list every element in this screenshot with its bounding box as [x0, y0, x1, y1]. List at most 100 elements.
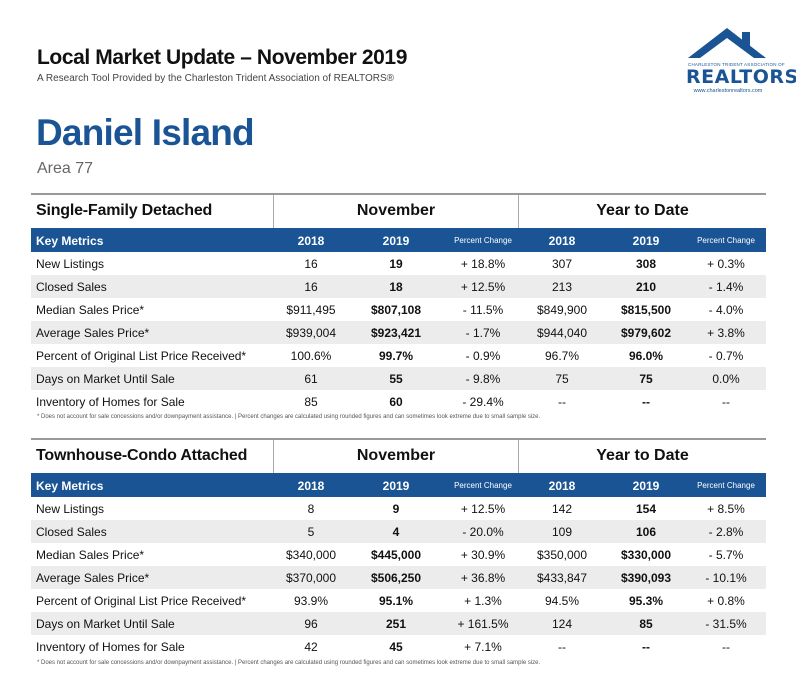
month-2018-value: 42 — [304, 640, 318, 654]
divider — [518, 440, 519, 473]
year-2019-header: 2019 — [382, 234, 410, 248]
year-2018-header: 2018 — [548, 234, 576, 248]
ytd-group-header: Year to Date — [596, 202, 689, 219]
year-2018-header: 2018 — [548, 479, 576, 493]
month-2019-value: $506,250 — [370, 571, 422, 585]
ytd-2019-value: 85 — [639, 617, 653, 631]
month-percent-change: + 12.5% — [460, 502, 506, 516]
column-header-bar: Key Metrics 2018 2019 Percent Change 201… — [31, 228, 766, 252]
month-2019-value: 99.7% — [378, 349, 414, 363]
realtors-logo: CHARLESTON TRIDENT ASSOCIATION OF REALTO… — [684, 24, 796, 100]
ytd-2019-value: 75 — [639, 372, 653, 386]
ytd-percent-change: + 0.3% — [707, 257, 745, 271]
month-2019-value: 95.1% — [378, 594, 414, 608]
month-2018-value: 16 — [304, 257, 318, 271]
section-single-family: Single-Family Detached November Year to … — [31, 193, 766, 413]
ytd-2019-value: $390,093 — [620, 571, 672, 585]
ytd-2018-value: $944,040 — [536, 326, 588, 340]
month-2019-value: $923,421 — [370, 326, 422, 340]
section-townhouse-condo: Townhouse-Condo Attached November Year t… — [31, 438, 766, 658]
section-header: Townhouse-Condo Attached November Year t… — [31, 438, 766, 473]
ytd-percent-change: - 10.1% — [705, 571, 747, 585]
month-percent-change: + 12.5% — [460, 280, 506, 294]
month-2018-value: $340,000 — [285, 548, 337, 562]
month-percent-change: - 29.4% — [462, 395, 504, 409]
section-title: Townhouse-Condo Attached — [36, 447, 248, 464]
month-2018-value: 16 — [304, 280, 318, 294]
table-row: Closed Sales 5 4 - 20.0% 109 106 - 2.8% — [31, 520, 766, 543]
month-2019-value: 251 — [385, 617, 407, 631]
percent-change-header: Percent Change — [697, 481, 755, 490]
divider — [273, 440, 274, 473]
metric-label: Percent of Original List Price Received* — [36, 594, 247, 608]
ytd-2019-value: $330,000 — [620, 548, 672, 562]
month-2019-value: 19 — [389, 257, 403, 271]
month-percent-change: - 9.8% — [465, 372, 501, 386]
ytd-2018-value: 307 — [551, 257, 573, 271]
table-row: Median Sales Price* $911,495 $807,108 - 11.… — [31, 298, 766, 321]
month-2018-value: 85 — [304, 395, 318, 409]
percent-change-header: Percent Change — [454, 481, 512, 490]
ytd-2018-value: $350,000 — [536, 548, 588, 562]
ytd-percent-change: - 0.7% — [708, 349, 744, 363]
table-row: New Listings 8 9 + 12.5% 142 154 + 8.5% — [31, 497, 766, 520]
month-2018-value: 100.6% — [290, 349, 332, 363]
metric-label: Closed Sales — [36, 525, 107, 539]
page-title: Local Market Update – November 2019 — [37, 46, 407, 69]
column-header-bar: Key Metrics 2018 2019 Percent Change 201… — [31, 473, 766, 497]
metric-label: Inventory of Homes for Sale — [36, 395, 185, 409]
ytd-2018-value: 75 — [555, 372, 569, 386]
table-row: New Listings 16 19 + 18.8% 307 308 + 0.3% — [31, 252, 766, 275]
metrics-table-body: New Listings 8 9 + 12.5% 142 154 + 8.5% Closed … — [31, 497, 766, 658]
table-row: Inventory of Homes for Sale 85 60 - 29.4% --… — [31, 390, 766, 413]
ytd-2019-value: -- — [642, 640, 650, 654]
page-subtitle: A Research Tool Provided by the Charlest… — [37, 73, 394, 84]
month-2018-value: $939,004 — [285, 326, 337, 340]
ytd-2018-value: $849,900 — [536, 303, 588, 317]
key-metrics-header: Key Metrics — [36, 479, 104, 493]
logo-association-text: CHARLESTON TRIDENT ASSOCIATION OF — [688, 62, 785, 67]
month-percent-change: - 11.5% — [462, 303, 504, 317]
ytd-percent-change: -- — [722, 640, 730, 654]
year-2019-header: 2019 — [382, 479, 410, 493]
metric-label: Inventory of Homes for Sale — [36, 640, 185, 654]
ytd-percent-change: 0.0% — [712, 372, 740, 386]
month-2019-value: $445,000 — [370, 548, 422, 562]
ytd-2019-value: $815,500 — [620, 303, 672, 317]
table-row: Average Sales Price* $370,000 $506,250 + 36… — [31, 566, 766, 589]
month-percent-change: - 1.7% — [465, 326, 501, 340]
ytd-2019-value: $979,602 — [620, 326, 672, 340]
ytd-2019-value: 95.3% — [628, 594, 664, 608]
section-header: Single-Family Detached November Year to … — [31, 193, 766, 228]
month-percent-change: + 7.1% — [464, 640, 502, 654]
ytd-percent-change: + 8.5% — [707, 502, 745, 516]
ytd-2019-value: 210 — [635, 280, 657, 294]
metric-label: Percent of Original List Price Received* — [36, 349, 247, 363]
ytd-2018-value: $433,847 — [536, 571, 588, 585]
metrics-table-body: New Listings 16 19 + 18.8% 307 308 + 0.3% Close… — [31, 252, 766, 413]
month-2018-value: $370,000 — [285, 571, 337, 585]
table-row: Percent of Original List Price Received*… — [31, 344, 766, 367]
month-2019-value: $807,108 — [370, 303, 422, 317]
month-2018-value: 5 — [307, 525, 315, 539]
ytd-percent-change: -- — [722, 395, 730, 409]
month-percent-change: - 0.9% — [465, 349, 501, 363]
ytd-percent-change: + 0.8% — [707, 594, 745, 608]
section-title: Single-Family Detached — [36, 202, 213, 219]
ytd-2019-value: -- — [642, 395, 650, 409]
metric-label: Average Sales Price* — [36, 326, 150, 340]
footnote: * Does not account for sale concessions … — [37, 660, 541, 666]
month-2019-value: 60 — [389, 395, 403, 409]
month-2018-value: $911,495 — [286, 303, 336, 317]
area-code: Area 77 — [37, 160, 94, 177]
ytd-2018-value: -- — [558, 395, 566, 409]
metric-label: New Listings — [36, 502, 105, 516]
month-2018-value: 61 — [304, 372, 318, 386]
ytd-2018-value: 96.7% — [544, 349, 580, 363]
ytd-2019-value: 308 — [635, 257, 657, 271]
year-2018-header: 2018 — [297, 234, 325, 248]
ytd-percent-change: - 1.4% — [708, 280, 744, 294]
key-metrics-header: Key Metrics — [36, 234, 104, 248]
year-2019-header: 2019 — [632, 234, 660, 248]
month-2019-value: 18 — [389, 280, 403, 294]
